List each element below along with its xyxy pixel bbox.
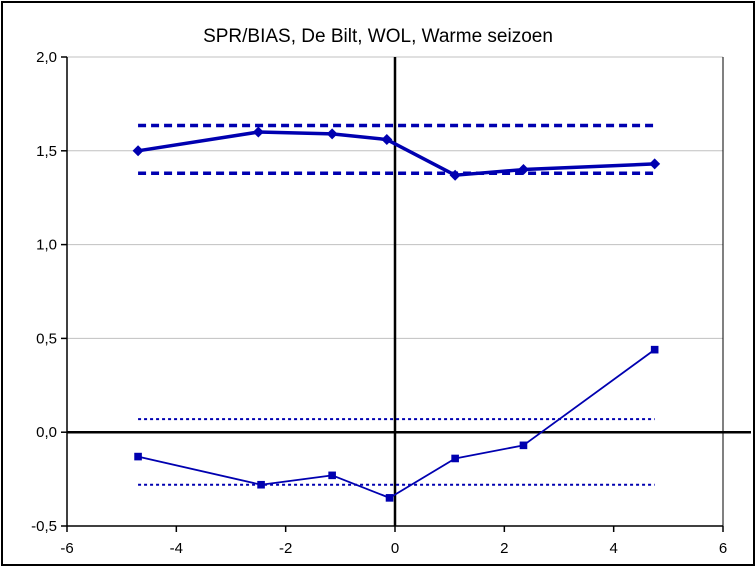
y-tick-label: 2,0 (36, 49, 57, 66)
data-point-square (650, 345, 659, 354)
data-point-square (328, 471, 336, 480)
data-point-diamond (326, 128, 338, 140)
data-point-square (385, 494, 394, 502)
y-tick-label: 1,5 (36, 143, 57, 160)
x-tick-label: 2 (500, 540, 508, 557)
y-tick-label: 0,0 (36, 424, 57, 441)
data-point-diamond (449, 169, 461, 181)
reference-lines (138, 123, 655, 486)
data-point-diamond (517, 164, 529, 176)
x-tick-label: -2 (279, 540, 292, 557)
y-tick-label: 0,5 (36, 330, 57, 347)
data-point-square (134, 452, 142, 461)
data-point-diamond (132, 145, 144, 157)
y-tick-label: -0,5 (31, 518, 57, 535)
x-tick-label: 4 (609, 540, 617, 557)
chart-title: SPR/BIAS, De Bilt, WOL, Warme seizoen (203, 26, 553, 47)
data-point-square (451, 454, 459, 463)
data-point-diamond (381, 134, 393, 146)
x-tick-label: -6 (60, 540, 73, 557)
x-tick-label: -4 (170, 540, 183, 557)
series-line-2 (137, 348, 656, 499)
data-point-square (519, 441, 528, 450)
data-point-diamond (252, 126, 264, 138)
y-tick-label: 1,0 (36, 237, 57, 254)
axes (61, 56, 751, 532)
data-point-diamond (649, 158, 661, 170)
tick-labels: -0,5 0,0 0,5 1,0 1,5 2,0 -6 -4 -2 0 2 4 6 (31, 49, 727, 557)
data-point-square (257, 480, 265, 489)
series-layer (132, 126, 661, 502)
x-tick-label: 0 (391, 540, 399, 557)
series-line-1 (137, 130, 655, 177)
x-tick-label: 6 (719, 540, 727, 557)
